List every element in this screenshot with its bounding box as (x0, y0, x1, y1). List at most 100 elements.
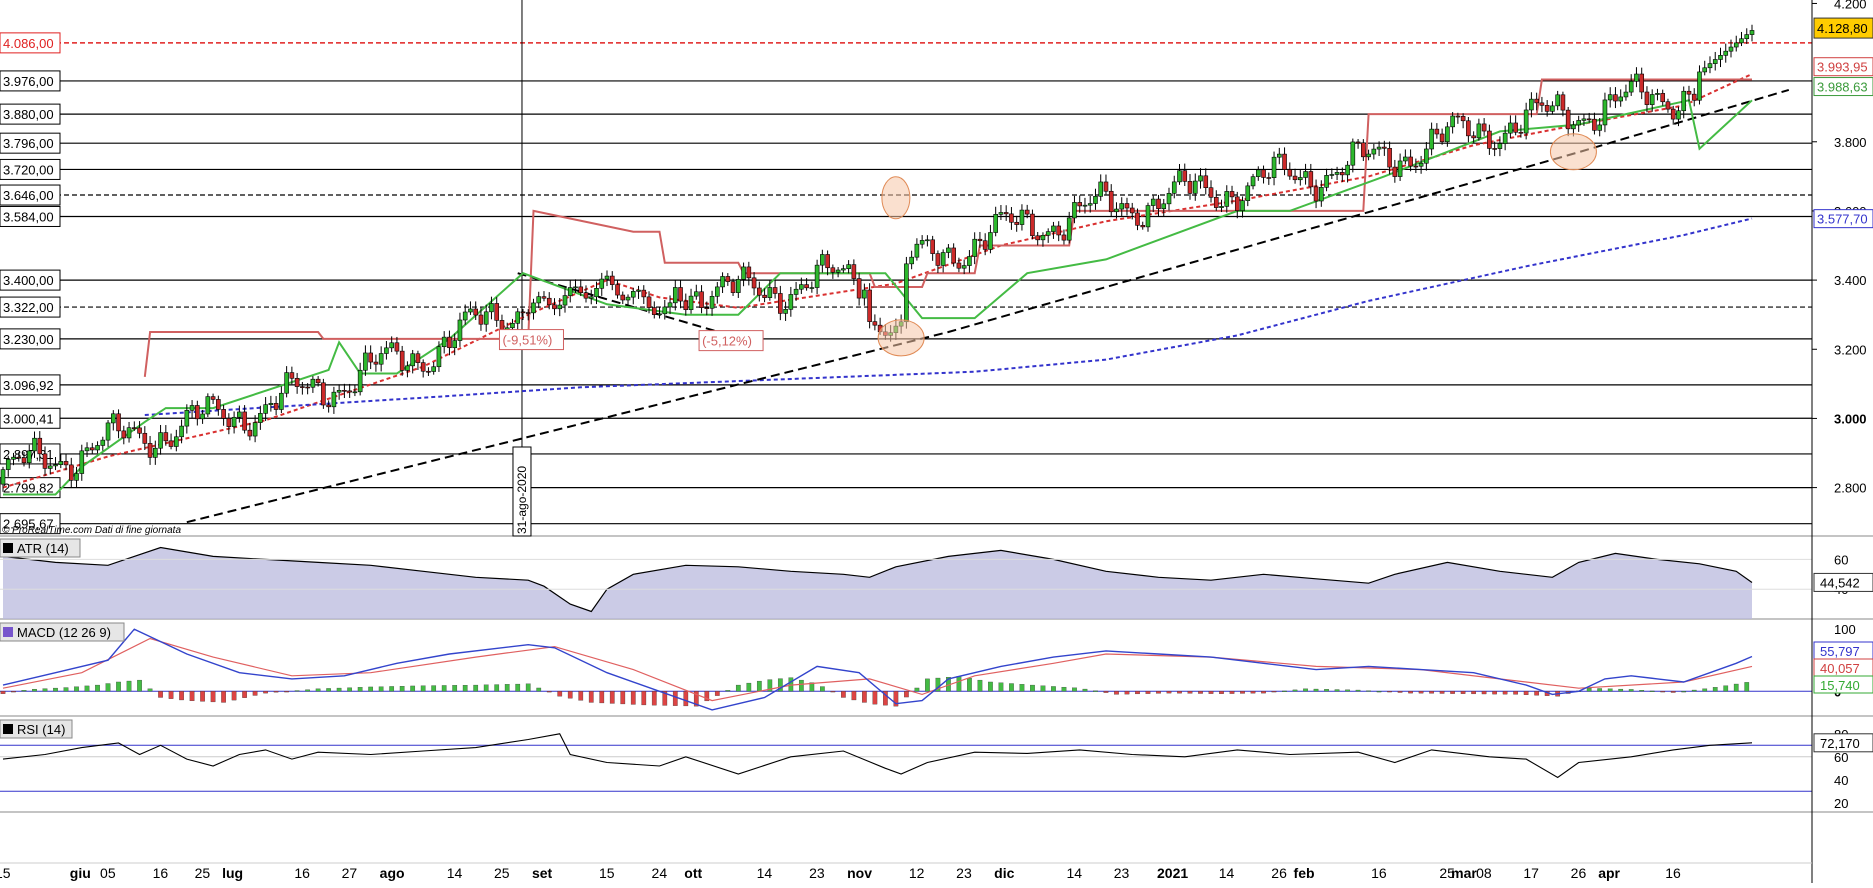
candle (809, 281, 815, 293)
candle (1182, 163, 1188, 187)
candle (1187, 174, 1193, 200)
candle-up (174, 436, 179, 447)
macd-histogram-bar (557, 691, 563, 697)
macd-histogram-bar (651, 691, 657, 706)
macd-histogram-bar (389, 686, 395, 692)
macd-histogram-bar (326, 688, 331, 692)
candle-up (457, 319, 463, 341)
rsi-value-box (1813, 733, 1873, 753)
candle-up (11, 456, 16, 460)
candle (998, 204, 1004, 221)
macd-histogram-bar (1481, 691, 1487, 695)
macd-histogram-bar (0, 691, 6, 694)
candle-up (1634, 73, 1639, 82)
level-label: 3.400,00 (3, 273, 54, 288)
candle-up (452, 340, 457, 349)
candle-up (1529, 98, 1534, 111)
candle-up (594, 288, 599, 298)
candle-down (1156, 198, 1161, 209)
macd-histogram-bar (1072, 687, 1077, 692)
macd-histogram-bar (494, 684, 500, 692)
candle (604, 270, 610, 287)
candle-down (1003, 212, 1009, 215)
candle-up (1045, 231, 1051, 236)
level-label-box (0, 407, 61, 429)
candle-down (678, 287, 683, 302)
candle (730, 278, 736, 296)
x-tick-label: 16 (294, 865, 310, 881)
candle-up (1177, 170, 1182, 183)
macd-histogram-bar (473, 684, 479, 692)
candle (1697, 65, 1702, 105)
candle (1087, 196, 1093, 213)
macd-histogram-bar (525, 683, 531, 692)
macd-histogram-bar (904, 691, 909, 698)
candle-up (1733, 42, 1739, 48)
candle (1198, 168, 1203, 189)
candle-down (830, 267, 836, 273)
candle (867, 283, 872, 329)
candle (179, 419, 184, 444)
candle-up (588, 296, 594, 299)
current-price-label: 4.128,80 (1817, 21, 1868, 36)
candle-down (300, 386, 305, 388)
candle-up (158, 432, 163, 449)
candle (1628, 74, 1634, 96)
candle-down (872, 321, 878, 326)
macd-histogram-bar (1261, 691, 1266, 694)
candle-down (1135, 212, 1140, 226)
candle-down (42, 453, 48, 469)
candle-down (977, 238, 983, 242)
candle (741, 262, 746, 287)
candle (1382, 140, 1387, 156)
y-tick-label: 3.800 (1834, 135, 1867, 150)
candle (762, 288, 767, 303)
x-tick-label: mar (1451, 865, 1477, 881)
candle (1376, 141, 1382, 156)
atr-title-box (0, 538, 81, 558)
current-price-tag (1813, 17, 1873, 39)
candle-down (1208, 187, 1214, 198)
candle-down (216, 399, 221, 410)
candle (967, 250, 972, 273)
macd-histogram-bar (1681, 691, 1687, 693)
candle (1161, 198, 1167, 217)
candle (1009, 207, 1014, 230)
candle-up (74, 473, 79, 481)
x-tick-label: 15 (0, 865, 11, 881)
macd-histogram-bar (1019, 684, 1025, 692)
candle (578, 279, 584, 297)
candle-up (483, 311, 489, 325)
macd-histogram-bar (1702, 688, 1708, 692)
candle-up (767, 287, 773, 298)
candle-down (1413, 165, 1419, 168)
candle-up (32, 437, 37, 452)
candle (1203, 168, 1209, 195)
candle (630, 287, 636, 305)
level-label: 3.720,00 (3, 162, 54, 177)
candle-up (1093, 196, 1098, 204)
candle (1150, 195, 1156, 213)
macd-histogram-bar (1082, 688, 1088, 692)
candle (436, 341, 442, 372)
candle (1192, 173, 1198, 201)
x-tick-label: 24 (652, 865, 668, 881)
candle-up (919, 240, 925, 245)
candle-up (1198, 175, 1203, 182)
candle (1733, 35, 1739, 52)
macd-histogram-bar (567, 691, 573, 699)
candle (42, 446, 48, 476)
macd-histogram-bar (410, 685, 416, 692)
macd-histogram-bar (420, 685, 426, 692)
candle (783, 301, 788, 321)
candle (525, 309, 531, 321)
macd-histogram-bar (1030, 684, 1035, 692)
candle (331, 386, 337, 414)
candle (1287, 162, 1293, 180)
candle (1529, 92, 1534, 118)
candle-up (1087, 203, 1093, 206)
macd-histogram-bar (1208, 691, 1214, 694)
candle-down (147, 443, 153, 458)
candle (1492, 141, 1497, 157)
candle-down (68, 464, 74, 481)
